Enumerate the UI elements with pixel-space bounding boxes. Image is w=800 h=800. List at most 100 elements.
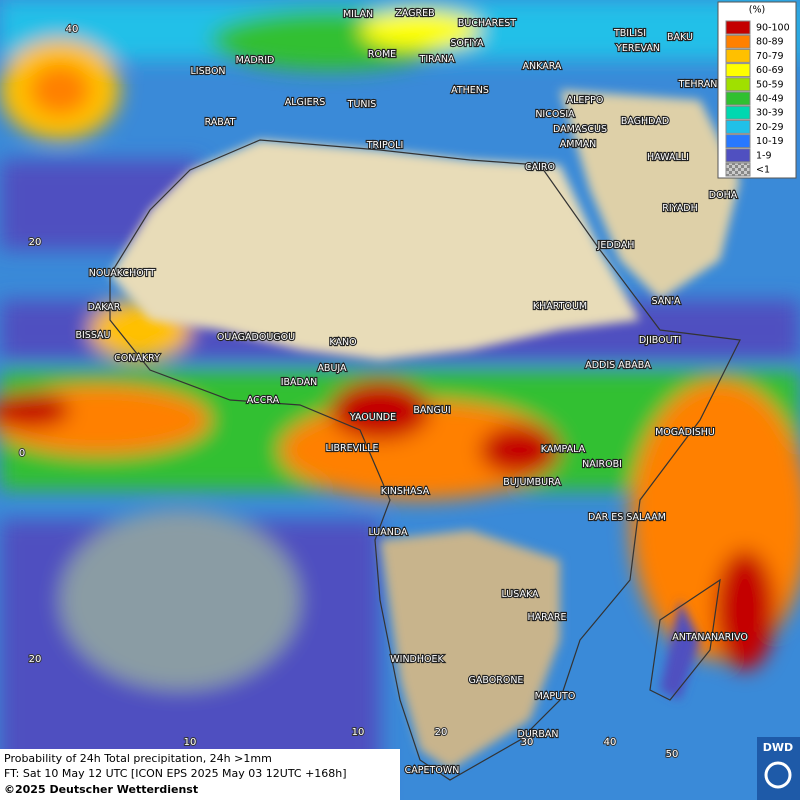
city-label: ATHENS	[451, 85, 489, 96]
city-label: RIYADH	[662, 203, 697, 214]
city-label: BISSAU	[75, 330, 110, 341]
legend-swatch	[725, 77, 751, 92]
city-label: BUCHAREST	[458, 18, 516, 29]
city-label: DAMASCUS	[553, 124, 607, 135]
city-label: CONAKRY	[114, 353, 160, 364]
city-label: ZAGREB	[395, 8, 434, 19]
legend-label: 10-19	[756, 136, 784, 147]
footer-line: FT: Sat 10 May 12 UTC [ICON EPS 2025 May…	[4, 767, 347, 780]
legend-entries: 90-100 80-89 70-79 60-69 50-59 40-49 30-39 20-2…	[725, 20, 790, 177]
city-label: MOGADISHU	[655, 427, 715, 438]
city-label: ANKARA	[523, 61, 562, 72]
city-label: KANO	[329, 337, 356, 348]
city-label: MADRID	[236, 55, 275, 66]
city-label: LUSAKA	[501, 589, 539, 600]
legend-title: (%)	[749, 5, 765, 16]
legend-label: 30-39	[756, 108, 784, 119]
city-label: HARARE	[528, 612, 567, 623]
city-label: DAKAR	[88, 302, 121, 313]
city-label: DJIBOUTI	[639, 335, 681, 346]
city-label: TEHRAN	[678, 79, 718, 90]
footer-box	[0, 749, 400, 800]
city-label: MILAN	[343, 9, 373, 20]
logo-text: DWD	[763, 741, 793, 754]
legend-swatch	[725, 91, 751, 106]
city-label: DURBAN	[518, 729, 559, 740]
city-label: DOHA	[709, 190, 738, 201]
footer: Probability of 24h Total precipitation, …	[0, 749, 400, 800]
city-label: NOUAKCHOTT	[89, 268, 156, 279]
grid-label: 40	[66, 24, 79, 35]
city-label: TUNIS	[347, 99, 377, 110]
land	[110, 90, 740, 770]
grid-label: 40	[604, 737, 617, 748]
legend-swatch	[725, 119, 751, 134]
legend-swatch	[725, 105, 751, 120]
grid-label: 20	[435, 727, 448, 738]
legend-swatch	[725, 162, 751, 177]
city-label: KHARTOUM	[533, 301, 587, 312]
grid-label: 10	[184, 737, 197, 748]
grid-label: 30	[521, 737, 534, 748]
city-label: TRIPOLI	[366, 140, 404, 151]
city-label: ANTANANARIVO	[672, 632, 748, 643]
city-label: NICOSIA	[535, 109, 575, 120]
footer-line: Probability of 24h Total precipitation, …	[4, 752, 272, 765]
city-label: YAOUNDE	[349, 412, 396, 423]
city-label: KINSHASA	[381, 486, 430, 497]
grid-label: 50	[666, 749, 679, 760]
legend-label: 20-29	[756, 122, 784, 133]
grid-label: 20	[29, 237, 42, 248]
city-label: LIBREVILLE	[325, 443, 378, 454]
legend-label: 50-59	[756, 79, 784, 90]
city-label: TBILISI	[613, 28, 646, 39]
grid-label: 10	[352, 727, 365, 738]
city-label: BUJUMBURA	[503, 477, 561, 488]
city-label: ALGIERS	[285, 97, 326, 108]
city-label: YEREVAN	[615, 43, 660, 54]
legend-label: 1-9	[756, 150, 772, 161]
city-label: GABORONE	[469, 675, 524, 686]
city-label: BANGUI	[413, 405, 450, 416]
city-label: SOFIYA	[450, 38, 484, 49]
legend-swatch	[725, 63, 751, 78]
city-label: TIRANA	[419, 54, 455, 65]
city-label: BAGHDAD	[621, 116, 669, 127]
city-label: SAN'A	[652, 296, 681, 307]
city-label: IBADAN	[281, 377, 318, 388]
city-label: AMMAN	[560, 139, 597, 150]
grid-labels: 40 20 0 20 10 10 20 30 40 50	[18, 23, 680, 761]
legend-label: 60-69	[756, 65, 784, 76]
city-label: CAPETOWN	[405, 765, 460, 776]
city-label: CAIRO	[525, 162, 555, 173]
copyright: ©2025 Deutscher Wetterdienst	[4, 783, 198, 796]
legend-label: 90-100	[756, 23, 790, 34]
legend-label: 80-89	[756, 37, 784, 48]
city-label: ACCRA	[247, 395, 280, 406]
legend-swatch	[725, 20, 751, 35]
legend-label: <1	[756, 165, 770, 176]
grid-label: 20	[29, 654, 42, 665]
legend-label: 70-79	[756, 51, 784, 62]
legend: (%) 90-100 80-89 70-79 60-69 50-59 40-49 30-39…	[717, 1, 797, 179]
coastlines	[109, 139, 741, 781]
grid-label: 0	[19, 448, 25, 459]
city-label: OUAGADOUGOU	[217, 332, 295, 343]
logo-box	[757, 737, 800, 800]
city-label: ABUJA	[317, 363, 347, 374]
logo: DWD	[757, 737, 800, 800]
legend-swatch	[725, 34, 751, 49]
city-label: LUANDA	[368, 527, 408, 538]
city-label: KAMPALA	[541, 444, 586, 455]
legend-swatch	[725, 134, 751, 149]
city-label: ADDIS ABABA	[585, 360, 651, 371]
city-label: MAPUTO	[535, 691, 576, 702]
legend-swatch	[725, 48, 751, 63]
city-label: WINDHOEK	[390, 654, 444, 665]
legend-swatch	[725, 148, 751, 163]
city-label: BAKU	[667, 32, 693, 43]
city-labels: MILAN ZAGREB BUCHAREST TBILISI BAKU MADRID ROM…	[74, 7, 749, 777]
legend-label: 40-49	[756, 94, 784, 105]
city-label: RABAT	[205, 117, 236, 128]
